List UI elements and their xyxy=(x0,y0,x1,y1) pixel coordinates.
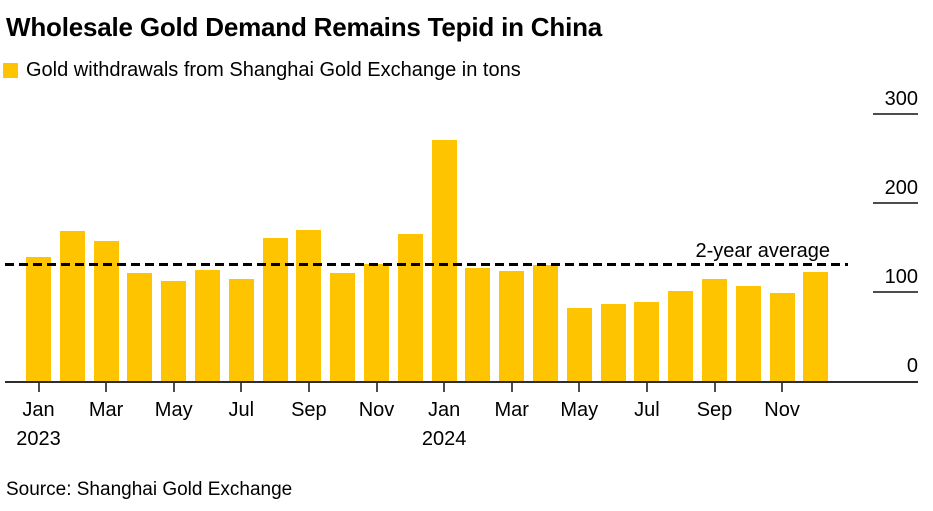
y-tick-label: 300 xyxy=(884,88,918,110)
x-tick-label: Jul xyxy=(228,399,255,421)
bar xyxy=(634,301,660,381)
x-tick-line xyxy=(375,383,378,392)
x-axis-line xyxy=(5,381,918,383)
x-year-label: 2024 xyxy=(421,428,467,450)
y-tick-line xyxy=(873,113,918,115)
x-tick-label: Sep xyxy=(291,399,327,421)
bar xyxy=(600,304,626,381)
y-tick-line xyxy=(873,291,918,293)
bar xyxy=(499,270,525,381)
x-tick-line xyxy=(172,383,175,392)
x-tick-line xyxy=(645,383,648,392)
bar xyxy=(397,234,423,381)
average-line-label: 2-year average xyxy=(695,240,830,262)
x-tick-label: Mar xyxy=(88,399,124,421)
average-line xyxy=(5,263,848,267)
x-tick-label: Nov xyxy=(358,399,395,421)
y-tick-line xyxy=(873,202,918,204)
x-year-label: 2023 xyxy=(16,428,61,450)
x-tick-line xyxy=(240,383,243,392)
bar xyxy=(195,269,220,381)
source-note: Source: Shanghai Gold Exchange xyxy=(6,479,293,500)
bar xyxy=(803,272,829,381)
legend-label: Gold withdrawals from Shanghai Gold Exch… xyxy=(26,59,521,81)
bar xyxy=(533,265,558,381)
bar xyxy=(566,308,592,381)
x-tick-label: Jul xyxy=(634,399,660,421)
y-tick-label: 200 xyxy=(884,177,918,199)
bar xyxy=(161,281,187,381)
x-tick-label: May xyxy=(154,399,193,421)
bar xyxy=(769,292,795,381)
bar xyxy=(735,285,761,381)
bar xyxy=(364,264,389,381)
bar xyxy=(330,273,356,381)
x-tick-label: Jan xyxy=(427,399,461,421)
y-tick-label: 100 xyxy=(884,266,918,288)
bar xyxy=(262,237,288,381)
x-tick-label: Nov xyxy=(764,399,800,421)
x-tick-line xyxy=(105,383,108,392)
bar xyxy=(59,230,85,381)
legend: Gold withdrawals from Shanghai Gold Exch… xyxy=(3,58,521,82)
bar xyxy=(93,241,119,381)
legend-swatch-icon xyxy=(3,62,18,78)
x-tick-line xyxy=(578,383,581,392)
bar xyxy=(228,278,254,381)
bar xyxy=(26,257,51,381)
bar xyxy=(702,278,727,381)
bar xyxy=(465,267,491,381)
x-tick-line xyxy=(307,383,310,392)
bar xyxy=(431,139,457,381)
x-tick-label: Jan xyxy=(22,399,55,421)
x-tick-line xyxy=(443,383,446,392)
chart-title: Wholesale Gold Demand Remains Tepid in C… xyxy=(6,12,603,42)
x-tick-line xyxy=(781,383,784,392)
bar xyxy=(668,291,694,381)
bar xyxy=(296,229,322,381)
x-tick-label: May xyxy=(560,399,599,421)
x-tick-label: Sep xyxy=(696,399,733,421)
y-tick-label: 0 xyxy=(906,355,918,377)
x-tick-line xyxy=(713,383,716,392)
x-tick-label: Mar xyxy=(494,399,529,421)
x-tick-line xyxy=(510,383,513,392)
x-tick-line xyxy=(37,383,40,392)
bar xyxy=(127,273,153,381)
